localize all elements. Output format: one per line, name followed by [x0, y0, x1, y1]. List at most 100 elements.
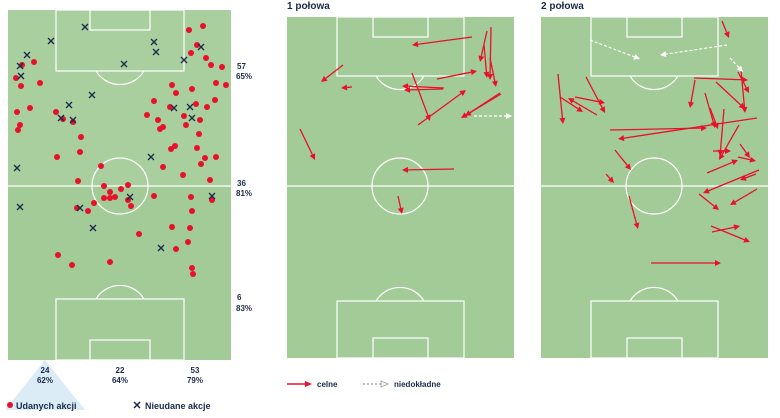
success-point	[194, 145, 200, 151]
success-point	[101, 183, 107, 189]
success-point	[15, 127, 21, 133]
success-point	[155, 117, 161, 123]
success-point	[91, 200, 97, 206]
inaccurate-pass-arrow	[589, 39, 640, 60]
success-point	[181, 113, 187, 119]
fail-point	[180, 56, 188, 64]
success-point	[209, 197, 215, 203]
success-point	[160, 124, 166, 130]
accurate-pass-arrow	[740, 69, 748, 113]
success-point	[196, 131, 202, 137]
success-point	[204, 104, 210, 110]
success-point	[17, 122, 23, 128]
success-point	[202, 155, 208, 161]
success-point	[37, 80, 43, 86]
col-label-pct-left: 62%	[37, 376, 53, 385]
success-point	[223, 82, 229, 88]
accurate-pass-arrow	[614, 149, 631, 170]
success-point	[70, 119, 76, 125]
success-point	[69, 262, 75, 268]
success-point	[169, 82, 175, 88]
pitch-2	[287, 17, 514, 358]
marks-layer	[13, 20, 760, 277]
accurate-pass-arrow	[397, 195, 404, 214]
accurate-pass-arrow	[706, 159, 738, 174]
pitch-2-lines	[287, 16, 514, 359]
accurate-pass-arrow	[568, 98, 598, 116]
success-point	[31, 59, 37, 65]
column-highlight	[5, 360, 85, 410]
success-point	[118, 186, 124, 192]
col-label-pct-center: 64%	[112, 376, 128, 385]
success-point	[107, 189, 113, 195]
success-point	[75, 178, 81, 184]
legend-red-arrow	[287, 381, 312, 387]
col-label-pct-right: 79%	[187, 376, 203, 385]
fail-point	[47, 37, 55, 45]
row-label-count-bottom: 6	[237, 293, 242, 302]
accurate-pass-arrow	[609, 125, 707, 132]
accurate-pass-arrow	[710, 225, 750, 243]
success-point	[128, 203, 134, 209]
success-point	[98, 163, 104, 169]
fail-point	[170, 104, 178, 112]
accurate-pass-arrow	[628, 195, 640, 229]
success-point	[183, 122, 189, 128]
accurate-pass-arrow	[703, 169, 760, 194]
accurate-pass-arrow	[321, 64, 344, 82]
success-point	[187, 225, 193, 231]
success-point	[107, 259, 113, 265]
title-second-half: 2 połowa	[541, 1, 584, 12]
accurate-pass-arrow	[740, 173, 757, 181]
fail-point	[152, 48, 160, 56]
accurate-pass-arrow	[730, 188, 758, 205]
col-label-count-right: 53	[191, 366, 200, 375]
success-point	[125, 182, 131, 188]
accurate-pass-arrow	[412, 36, 473, 48]
inaccurate-pass-arrow	[474, 113, 512, 119]
success-point	[207, 177, 213, 183]
accurate-pass-arrow	[404, 86, 444, 93]
fail-point	[16, 203, 24, 211]
fail-point	[69, 116, 77, 124]
fail-point	[13, 164, 21, 172]
fail-point	[81, 23, 89, 31]
fail-point	[147, 153, 155, 161]
success-point	[194, 42, 200, 48]
title-first-half: 1 połowa	[287, 1, 330, 12]
accurate-pass-arrow	[417, 90, 466, 126]
accurate-pass-arrow	[559, 96, 583, 112]
accurate-pass-arrow	[487, 26, 494, 80]
success-point	[151, 98, 157, 104]
legend-red-label: celne	[317, 380, 338, 389]
legend-fail-label: Nieudane akcje	[145, 401, 211, 411]
accurate-pass-arrow	[651, 260, 721, 266]
legend-white-label: niedokładne	[394, 380, 441, 389]
pitch-3	[541, 17, 768, 358]
fail-point	[57, 114, 65, 122]
inaccurate-pass-arrow	[660, 44, 728, 58]
legend-fail-marker	[133, 401, 141, 409]
success-point	[54, 154, 60, 160]
accurate-pass-arrow	[721, 20, 730, 38]
accurate-pass-arrow	[341, 84, 353, 91]
accurate-pass-arrow	[402, 83, 445, 90]
legend-success-label: Udanych akcji	[16, 401, 77, 411]
success-point	[212, 97, 218, 103]
accurate-pass-arrow	[585, 76, 605, 113]
col-label-count-center: 22	[116, 366, 125, 375]
success-point	[193, 101, 199, 107]
legend-success-marker	[7, 402, 13, 408]
fail-point	[88, 91, 96, 99]
success-point	[188, 194, 194, 200]
success-point	[189, 265, 195, 271]
row-label-pct-top: 65%	[236, 72, 252, 81]
row-label-pct-bottom: 83%	[236, 304, 252, 313]
pitch-3-lines	[541, 16, 768, 359]
accurate-pass-arrow	[711, 224, 740, 233]
accurate-pass-arrow	[698, 193, 719, 210]
accurate-pass-arrow	[402, 166, 455, 173]
success-point	[14, 109, 20, 115]
success-point	[197, 117, 203, 123]
